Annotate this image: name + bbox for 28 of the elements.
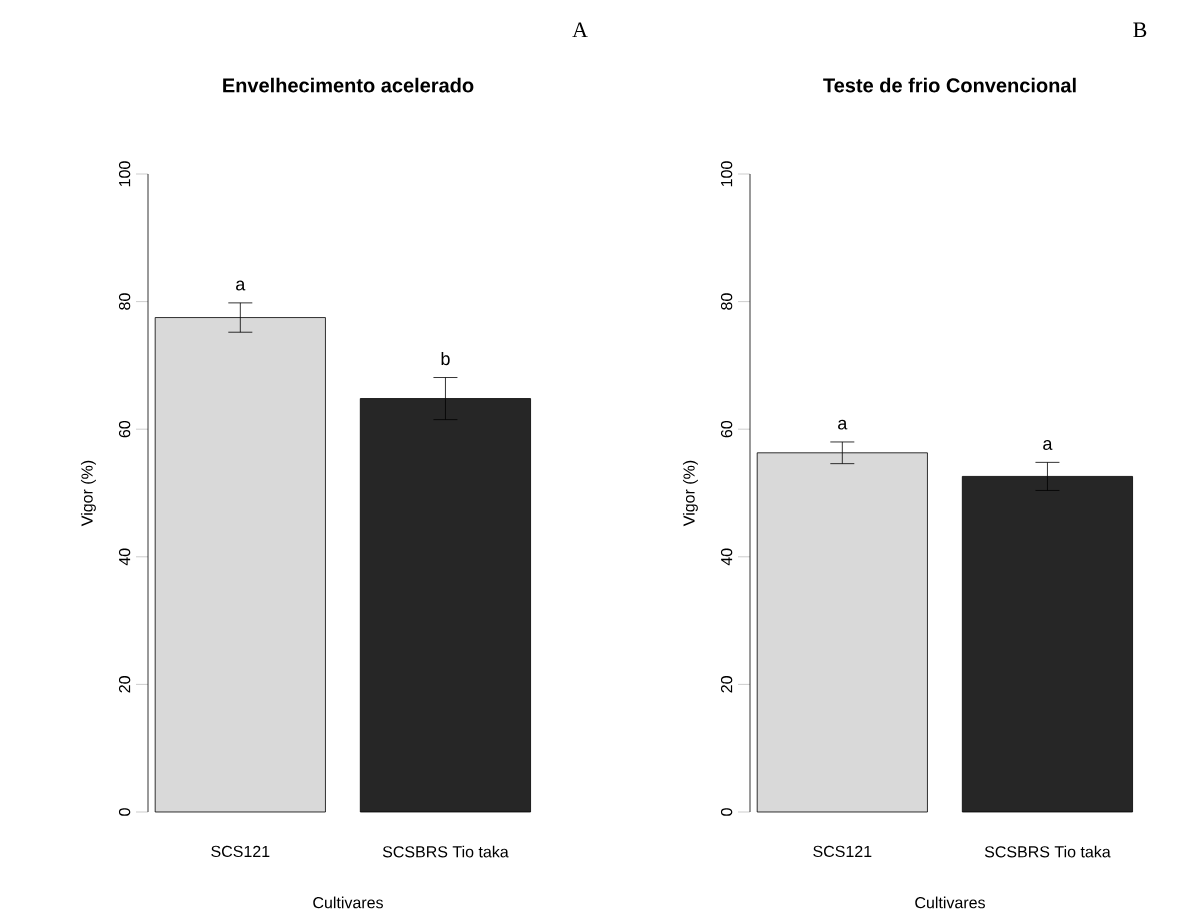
y-tick-label: 20 (118, 676, 131, 693)
y-tick-label: 0 (118, 808, 131, 816)
text: A (572, 22, 588, 38)
y-tick-label: 60 (118, 420, 131, 438)
chart-title: Teste de frio Convencional (823, 77, 1076, 93)
y-tick-label: 40 (720, 548, 733, 566)
y-tick-label: 0 (720, 808, 733, 816)
x-axis-title: Cultivares (915, 896, 985, 909)
y-axis-title: Vigor (%) (80, 460, 96, 527)
y-tick-label: 100 (118, 161, 131, 187)
x-axis-title: Cultivares (313, 896, 383, 909)
text: B (1133, 22, 1147, 38)
annotation: a (1043, 440, 1053, 450)
y-tick-label: 40 (118, 548, 131, 566)
chart-title: Envelhecimento acelerado (223, 77, 474, 93)
x-tick-label: SCS121 (211, 845, 270, 858)
x-tick-label: SCSBRS Tio taka (984, 845, 1111, 858)
y-tick-label: 100 (720, 161, 733, 187)
annotation: a (838, 419, 848, 430)
annotation: b (441, 351, 450, 366)
y-tick-label: 60 (720, 420, 733, 438)
y-tick-label: 80 (118, 293, 131, 310)
y-tick-label: 20 (720, 676, 733, 693)
y-tick-label: 80 (720, 293, 733, 310)
annotation: a (236, 280, 246, 291)
x-tick-label: SCS121 (813, 845, 872, 858)
x-tick-label: SCSBRS Tio taka (382, 845, 509, 858)
y-axis-title: Vigor (%) (682, 460, 698, 527)
